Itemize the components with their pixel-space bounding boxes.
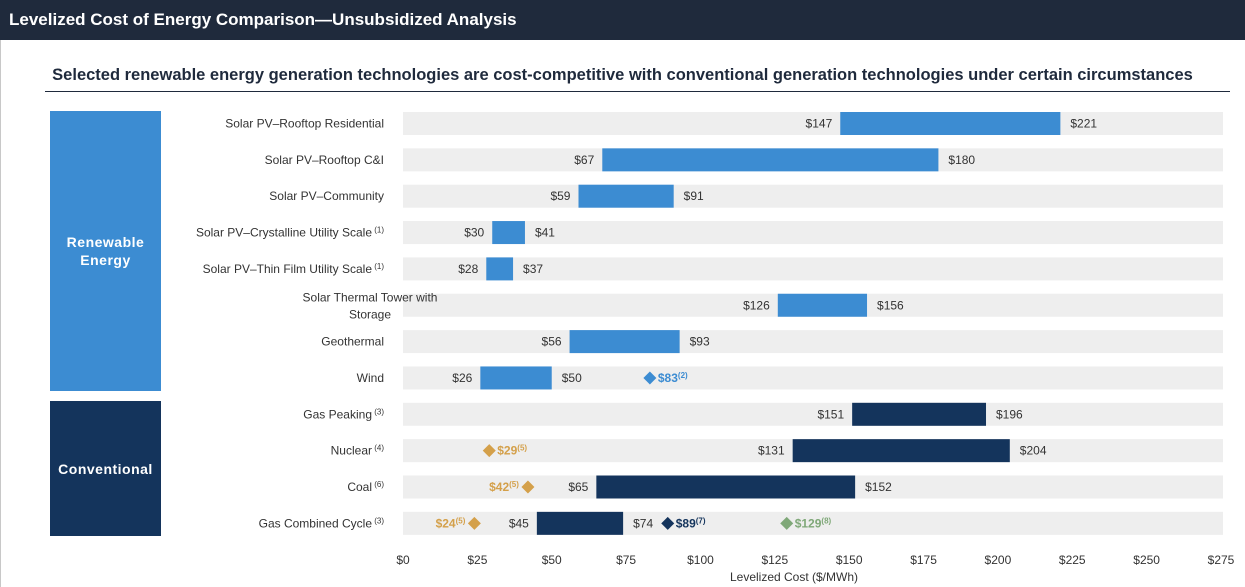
diamond-marker [643, 371, 657, 385]
category-label: Coal (6) [347, 480, 384, 495]
high-value-label: $156 [877, 298, 904, 312]
x-tick-label: $50 [542, 553, 562, 567]
category-label: Solar PV–Crystalline Utility Scale (1) [196, 225, 384, 240]
x-tick-label: $175 [910, 553, 937, 567]
high-value-label: $41 [535, 226, 555, 240]
x-tick-label: $150 [836, 553, 863, 567]
high-value-label: $221 [1070, 117, 1097, 131]
high-value-label: $91 [684, 189, 704, 203]
category-label: Nuclear (4) [331, 443, 385, 458]
category-label: Solar Thermal Tower with [303, 290, 438, 304]
low-value-label: $45 [509, 516, 529, 530]
page-title: Levelized Cost of Energy Comparison—Unsu… [9, 10, 517, 29]
low-value-label: $56 [542, 335, 562, 349]
low-value-label: $151 [817, 407, 844, 421]
left-border [0, 40, 1, 587]
high-value-label: $50 [562, 371, 582, 385]
row-band [403, 330, 1223, 354]
chart-subtitle: Selected renewable energy generation tec… [52, 66, 1193, 84]
high-value-label: $204 [1020, 444, 1047, 458]
x-tick-label: $25 [467, 553, 487, 567]
high-value-label: $196 [996, 407, 1023, 421]
x-tick-label: $125 [761, 553, 788, 567]
range-bar [492, 221, 525, 245]
high-value-label: $180 [948, 153, 975, 167]
category-label: Solar PV–Rooftop C&I [265, 153, 384, 167]
range-bar [840, 112, 1061, 135]
category-label: Gas Combined Cycle (3) [259, 516, 385, 531]
x-tick-label: $75 [616, 553, 636, 567]
category-label: Solar PV–Thin Film Utility Scale (1) [203, 261, 385, 276]
low-value-label: $59 [550, 189, 570, 203]
group-label-renewable: Renewable Energy [50, 111, 161, 391]
row-band [403, 184, 1223, 208]
diamond-marker [780, 516, 794, 530]
header-bar: Levelized Cost of Energy Comparison—Unsu… [0, 0, 1245, 40]
low-value-label: $30 [464, 226, 484, 240]
x-tick-label: $100 [687, 553, 714, 567]
x-axis-title: Levelized Cost ($/MWh) [730, 570, 858, 584]
low-value-label: $147 [806, 117, 833, 131]
diamond-marker [482, 444, 496, 458]
diamond-marker [467, 516, 481, 530]
x-tick-label: $200 [985, 553, 1012, 567]
range-bar [480, 366, 552, 390]
group-label-conventional: Conventional [50, 401, 161, 536]
range-bar [536, 511, 624, 535]
range-bar [569, 330, 680, 354]
low-value-label: $26 [452, 371, 472, 385]
row-band [403, 221, 1223, 245]
low-value-label: $67 [574, 153, 594, 167]
category-label: Solar PV–Rooftop Residential [225, 117, 384, 131]
range-bar [486, 257, 514, 281]
low-value-label: $131 [758, 444, 785, 458]
range-bar [852, 402, 987, 426]
diamond-marker [661, 516, 675, 530]
high-value-label: $152 [865, 480, 892, 494]
x-tick-label: $250 [1133, 553, 1160, 567]
category-label: Solar PV–Community [269, 189, 384, 203]
x-tick-label: $0 [396, 553, 410, 567]
low-value-label: $126 [743, 298, 770, 312]
low-value-label: $28 [458, 262, 478, 276]
diamond-marker [521, 480, 535, 494]
x-tick-label: $225 [1059, 553, 1086, 567]
row-band [403, 402, 1223, 426]
high-value-label: $74 [633, 516, 653, 530]
range-bar [578, 184, 674, 208]
range-bar [602, 148, 939, 172]
category-label: Wind [357, 371, 384, 385]
row-band [403, 366, 1223, 390]
high-value-label: $37 [523, 262, 543, 276]
range-bar [792, 439, 1010, 463]
category-label: Storage [349, 307, 391, 321]
high-value-label: $93 [690, 335, 710, 349]
subtitle-rule [45, 91, 1230, 92]
category-label: Geothermal [321, 335, 384, 349]
x-tick-label: $275 [1208, 553, 1235, 567]
range-bar [596, 475, 856, 499]
category-label: Gas Peaking (3) [303, 407, 384, 422]
low-value-label: $65 [568, 480, 588, 494]
row-band [403, 257, 1223, 281]
range-bar [777, 293, 868, 317]
